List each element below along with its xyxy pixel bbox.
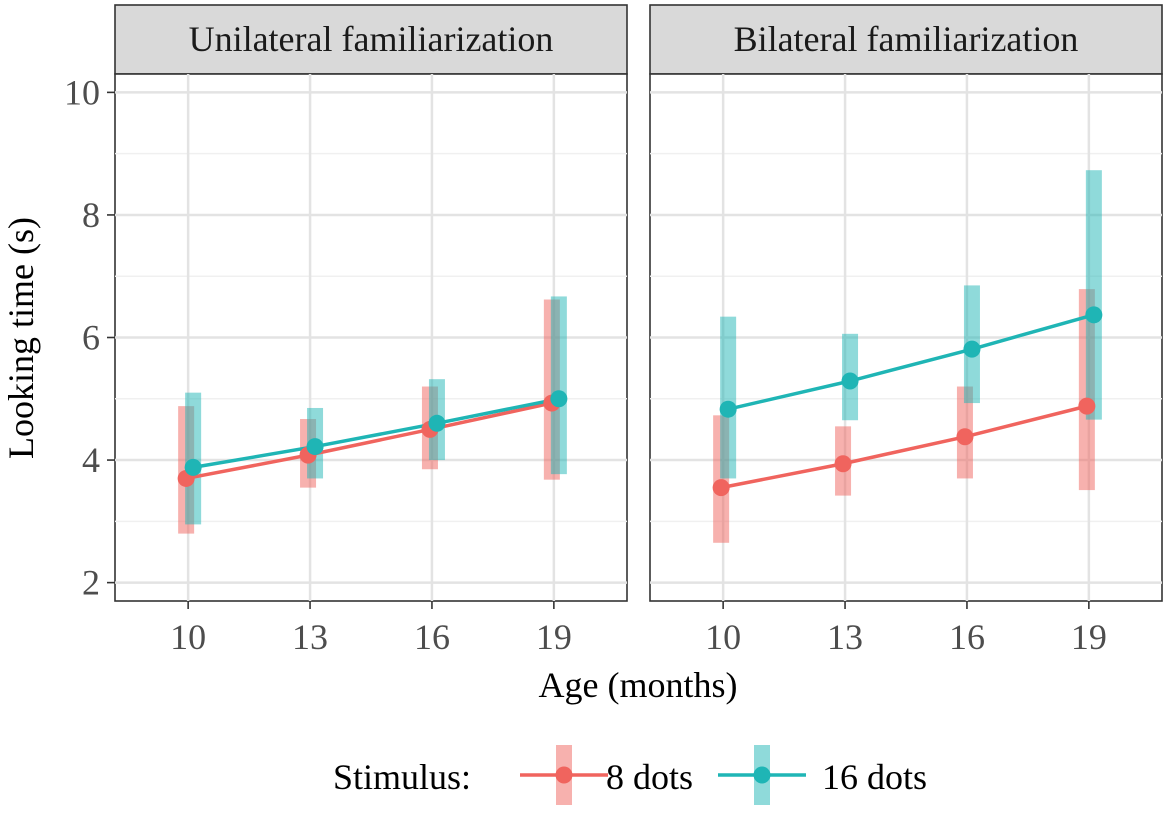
- x-tick-labels: 10 13 16 19: [705, 601, 1107, 657]
- legend-key-point: [555, 766, 573, 784]
- x-tick-label: 13: [292, 617, 328, 657]
- data-point-16-dots: [719, 400, 737, 418]
- series-line-8-dots: [185, 401, 553, 481]
- series-line-16-dots: [192, 397, 560, 470]
- y-tick-label: 4: [82, 440, 100, 480]
- data-point-16-dots: [550, 390, 568, 408]
- x-tick-label: 19: [536, 617, 572, 657]
- x-tick-label: 16: [949, 617, 985, 657]
- data-point-16-dots: [428, 414, 446, 432]
- x-tick-label: 10: [705, 617, 741, 657]
- panel-bilateral: Bilateral familiarization 10 13 16 19: [649, 4, 1163, 657]
- x-tick-label: 19: [1071, 617, 1107, 657]
- y-tick-label: 2: [82, 563, 100, 603]
- x-tick-label: 16: [414, 617, 450, 657]
- panel-unilateral: Unilateral familiarization 10 13 16 19: [114, 4, 628, 657]
- data-point-8-dots: [956, 428, 974, 446]
- legend-key-8-dots: [520, 745, 608, 805]
- x-tick-label: 10: [170, 617, 206, 657]
- legend-label-8-dots: 8 dots: [606, 757, 693, 797]
- y-tick-label: 10: [64, 72, 100, 112]
- x-tick-labels: 10 13 16 19: [170, 601, 572, 657]
- legend-key-16-dots: [718, 745, 806, 805]
- data-point-16-dots: [184, 458, 202, 476]
- legend-label-16-dots: 16 dots: [822, 757, 927, 797]
- y-tick-label: 8: [82, 195, 100, 235]
- legend: Stimulus: 8 dots 16 dots: [333, 745, 927, 805]
- data-point-8-dots: [1078, 397, 1096, 415]
- chart-marks: [177, 296, 568, 534]
- data-point-8-dots: [712, 479, 730, 497]
- x-axis-title: Age (months): [539, 665, 738, 705]
- data-point-16-dots: [1085, 306, 1103, 324]
- legend-key-point: [753, 766, 771, 784]
- series-line-8-dots: [720, 404, 1088, 490]
- panel-title-bilateral: Bilateral familiarization: [734, 19, 1079, 59]
- ci-bar-16-dots: [1085, 170, 1102, 420]
- ci-bar-16-dots: [720, 316, 737, 479]
- chart-marks: [712, 170, 1103, 543]
- data-point-16-dots: [963, 340, 981, 358]
- strip-background: [649, 4, 1163, 75]
- data-point-8-dots: [834, 455, 852, 473]
- y-axis-title: Looking time (s): [1, 217, 41, 459]
- ci-bar-16-dots: [550, 296, 567, 475]
- y-tick-label: 6: [82, 318, 100, 358]
- legend-title: Stimulus:: [333, 757, 471, 797]
- data-point-16-dots: [306, 438, 324, 456]
- data-point-16-dots: [841, 372, 859, 390]
- x-tick-label: 13: [827, 617, 863, 657]
- series-line-16-dots: [727, 313, 1095, 411]
- y-tick-labels: 2 4 6 8 10: [64, 72, 115, 603]
- ci-bar-16-dots: [185, 392, 202, 525]
- panel-title-unilateral: Unilateral familiarization: [189, 19, 554, 59]
